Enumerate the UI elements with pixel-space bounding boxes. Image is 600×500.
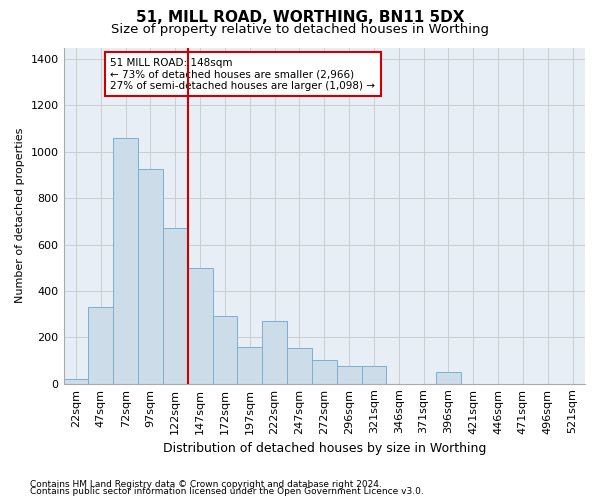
Bar — [312, 360, 337, 384]
Bar — [337, 366, 362, 384]
Bar — [238, 346, 262, 384]
Bar — [436, 372, 461, 384]
Bar — [163, 228, 188, 384]
Bar — [188, 268, 212, 384]
Bar — [88, 307, 113, 384]
Text: Size of property relative to detached houses in Worthing: Size of property relative to detached ho… — [111, 22, 489, 36]
Bar — [113, 138, 138, 384]
Y-axis label: Number of detached properties: Number of detached properties — [15, 128, 25, 304]
Text: Contains HM Land Registry data © Crown copyright and database right 2024.: Contains HM Land Registry data © Crown c… — [30, 480, 382, 489]
Bar — [287, 348, 312, 384]
X-axis label: Distribution of detached houses by size in Worthing: Distribution of detached houses by size … — [163, 442, 486, 455]
Text: Contains public sector information licensed under the Open Government Licence v3: Contains public sector information licen… — [30, 487, 424, 496]
Bar — [362, 366, 386, 384]
Bar — [262, 321, 287, 384]
Bar — [64, 379, 88, 384]
Bar — [138, 169, 163, 384]
Bar — [212, 316, 238, 384]
Text: 51 MILL ROAD: 148sqm
← 73% of detached houses are smaller (2,966)
27% of semi-de: 51 MILL ROAD: 148sqm ← 73% of detached h… — [110, 58, 376, 91]
Text: 51, MILL ROAD, WORTHING, BN11 5DX: 51, MILL ROAD, WORTHING, BN11 5DX — [136, 10, 464, 25]
